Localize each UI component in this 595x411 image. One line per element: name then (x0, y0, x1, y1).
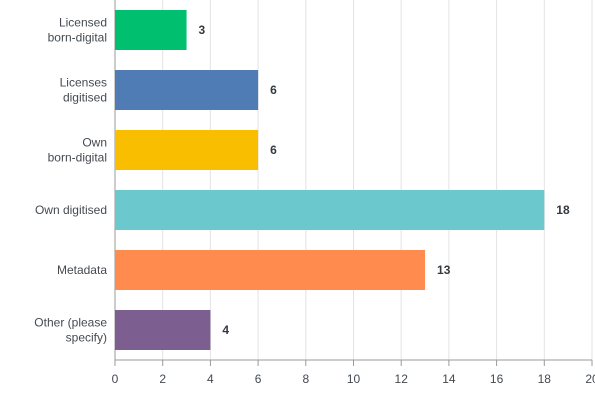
bar (115, 70, 259, 110)
data-label: 13 (437, 263, 451, 277)
x-tick-label: 6 (255, 372, 262, 386)
category-label: Other (please (34, 316, 107, 330)
x-tick-label: 12 (395, 372, 409, 386)
category-label: Own (82, 136, 107, 150)
x-tick-label: 4 (207, 372, 214, 386)
x-tick-label: 14 (442, 372, 456, 386)
category-label: Licensed (59, 16, 107, 30)
category-label: born-digital (48, 31, 107, 45)
category-label: Metadata (57, 263, 107, 277)
bar (115, 10, 187, 50)
x-tick-label: 8 (302, 372, 309, 386)
category-label: Licenses (60, 76, 107, 90)
x-tick-label: 16 (490, 372, 504, 386)
data-label: 6 (270, 83, 277, 97)
x-tick-label: 2 (159, 372, 166, 386)
category-label: digitised (63, 91, 107, 105)
bar (115, 310, 211, 350)
x-tick-label: 18 (538, 372, 552, 386)
data-label: 6 (270, 143, 277, 157)
data-label: 4 (222, 323, 229, 337)
data-label: 3 (199, 23, 206, 37)
x-tick-label: 0 (112, 372, 119, 386)
category-label: Own digitised (35, 203, 107, 217)
data-label: 18 (556, 203, 570, 217)
category-label: specify) (66, 331, 107, 345)
bar (115, 190, 545, 230)
bar (115, 130, 259, 170)
category-label: born-digital (48, 151, 107, 165)
x-tick-label: 20 (585, 372, 595, 386)
bar (115, 250, 426, 290)
x-tick-label: 10 (347, 372, 361, 386)
